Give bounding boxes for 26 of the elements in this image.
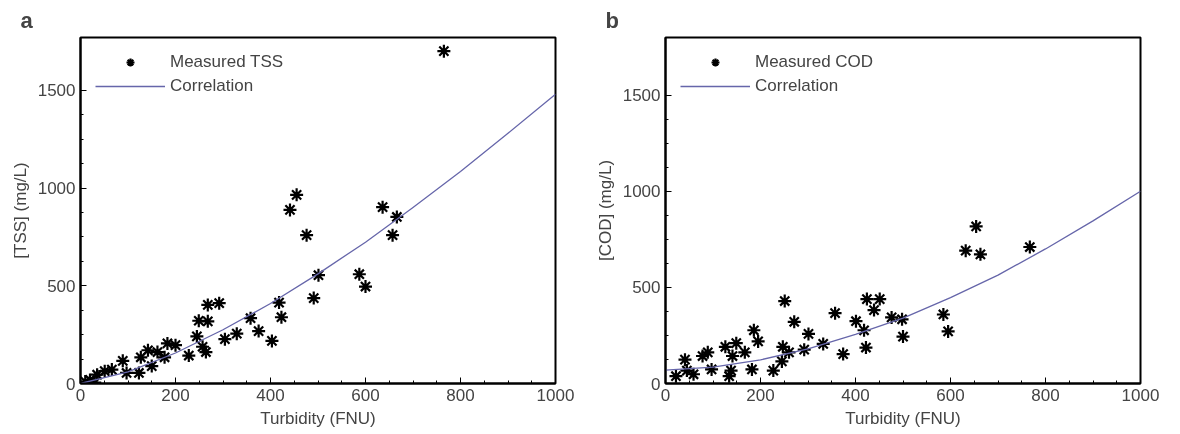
legend-label: Correlation <box>755 76 839 96</box>
y-axis-title: [COD] (mg/L) <box>595 159 615 262</box>
y-tick-label: 1500 <box>622 86 661 106</box>
x-tick-label: 600 <box>351 385 380 405</box>
y-axis-title: [TSS] (mg/L) <box>10 162 30 259</box>
legend-label: Measured TSS <box>170 52 284 72</box>
x-tick-label: 400 <box>256 385 285 405</box>
chart-title: b <box>605 7 619 33</box>
y-tick-label: 500 <box>632 278 661 298</box>
x-tick-label: 800 <box>1031 385 1060 405</box>
x-axis-title: Turbidity (FNU) <box>845 408 961 428</box>
x-tick-label: 600 <box>936 385 965 405</box>
chart-title: a <box>20 7 34 33</box>
x-tick-label: 800 <box>446 385 475 405</box>
y-tick-label: 1000 <box>622 182 661 202</box>
x-tick-label: 1000 <box>536 385 575 405</box>
legend-label: Measured COD <box>755 52 874 72</box>
legend-label: Correlation <box>170 76 254 96</box>
x-axis-title: Turbidity (FNU) <box>260 408 376 428</box>
y-tick-label: 1000 <box>37 179 76 199</box>
x-tick-label: 1000 <box>1121 385 1160 405</box>
x-tick-label: 200 <box>746 385 775 405</box>
y-tick-label: 500 <box>47 276 76 296</box>
x-tick-label: 200 <box>161 385 190 405</box>
x-tick-label: 400 <box>841 385 870 405</box>
y-tick-label: 1500 <box>37 81 76 101</box>
